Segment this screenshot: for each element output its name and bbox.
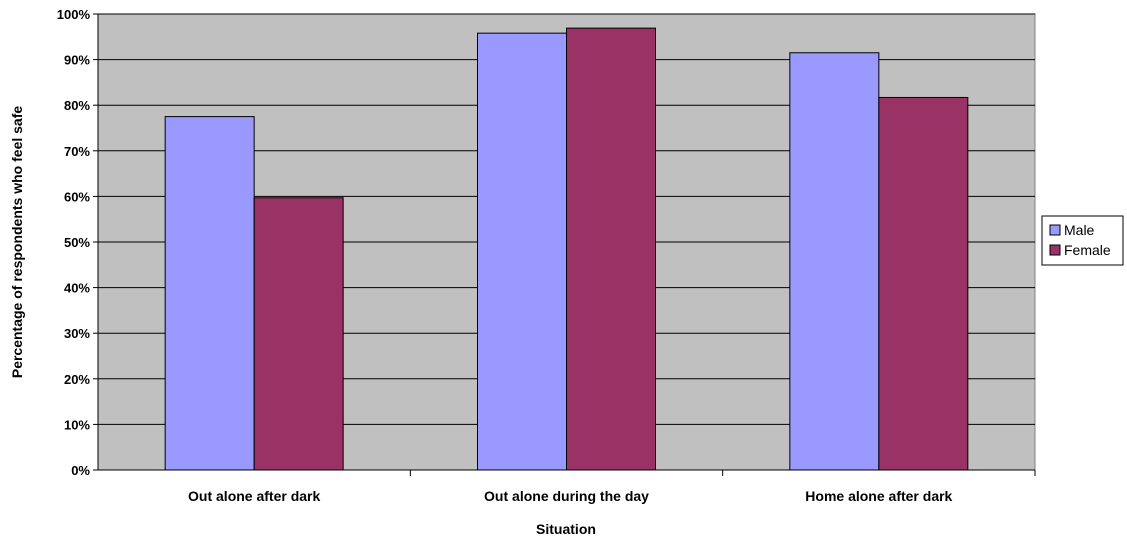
x-tick-label: Out alone during the day [484,488,649,504]
legend-swatch-male [1049,224,1061,236]
x-tick-label: Out alone after dark [188,488,320,504]
y-tick-label: 10% [64,417,90,432]
y-tick-label: 30% [64,326,90,341]
y-tick-label: 100% [57,7,91,22]
y-tick-label: 70% [64,144,90,159]
bar-male-1 [164,116,255,471]
legend-swatch-female [1049,244,1061,256]
y-tick-labels: 0% 10% 20% 30% 40% 50% 60% 70% 80% 90% 100% [57,7,91,478]
legend-box [1041,215,1124,266]
y-tick-label: 80% [64,98,90,113]
legend-label-male: Male [1064,222,1095,238]
y-tick-label: 50% [64,235,90,250]
bar-female-1 [253,197,344,471]
bar-male-3 [789,52,880,471]
bar-male-2 [477,32,567,471]
y-tick-label: 60% [64,189,90,204]
y-tick-label: 0% [71,463,90,478]
x-axis-title: Situation [536,521,596,537]
bar-female-3 [878,96,969,471]
x-tick-labels: Out alone after dark Out alone during the… [188,488,953,504]
y-tick-label: 20% [64,372,90,387]
y-tick-label: 90% [64,53,90,68]
x-tick-label: Home alone after dark [805,488,952,504]
legend: Male Female [1041,215,1124,266]
legend-label-female: Female [1064,242,1111,258]
y-tick-label: 40% [64,281,90,296]
axes [93,13,1036,476]
y-axis-title: Percentage of respondents who feel safe [9,106,25,379]
bar-female-2 [566,27,656,471]
